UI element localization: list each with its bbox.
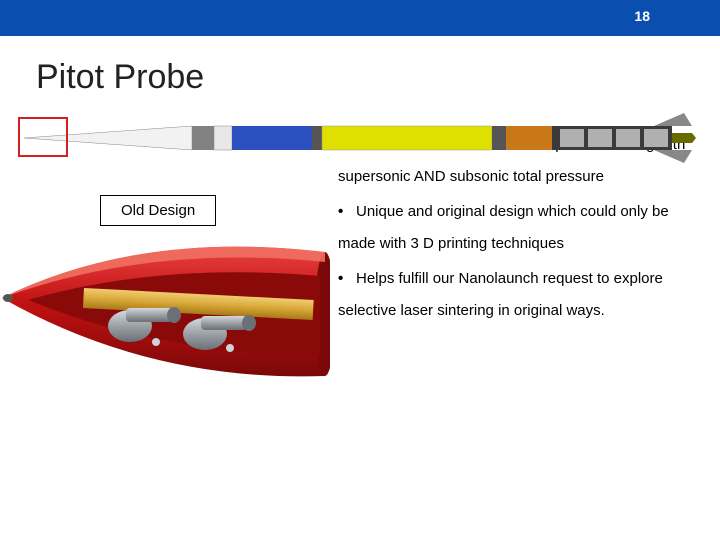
probe-cutaway-figure [0, 220, 330, 390]
header-bar: 18 [0, 0, 720, 36]
rocket-diagram [12, 111, 712, 165]
slide-title: Pitot Probe [36, 58, 720, 97]
rocket-svg [12, 111, 712, 165]
page-number: 18 [634, 8, 650, 24]
nose-highlight-box [18, 117, 68, 157]
probe-svg [0, 220, 330, 390]
bullet-item: Helps fulfill our Nanolaunch request to … [338, 263, 690, 326]
bullet-item: Unique and original design which could o… [338, 196, 690, 259]
